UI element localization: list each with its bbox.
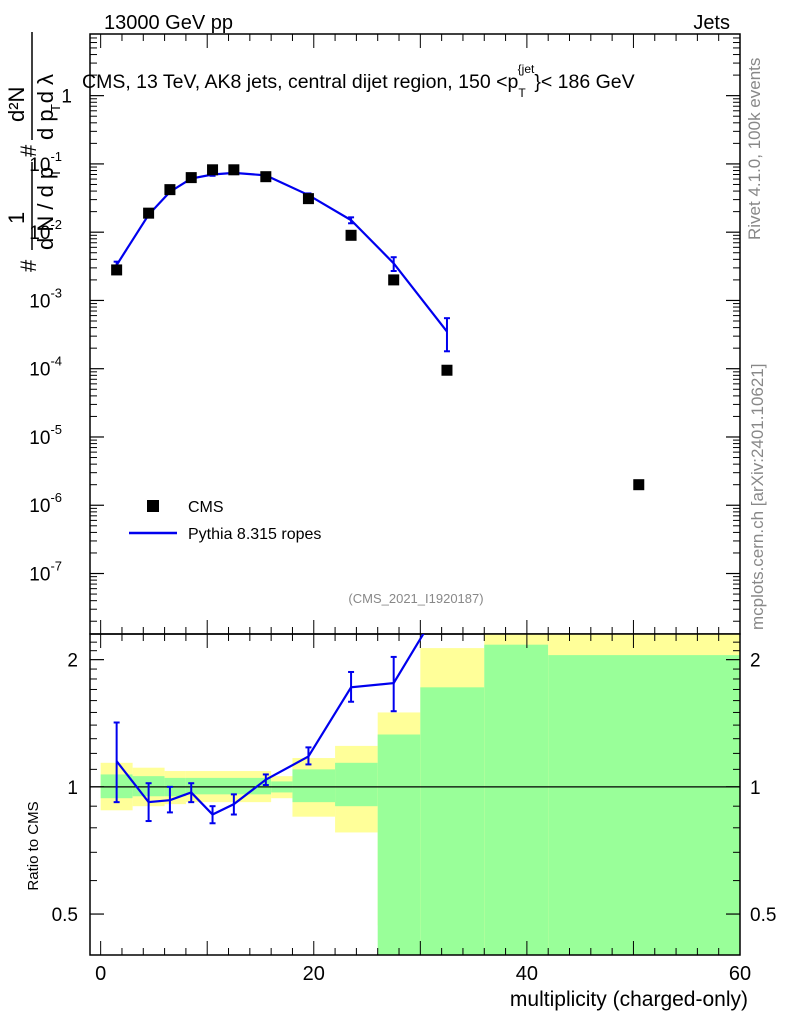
ratio-ytick-label: 1 bbox=[67, 778, 78, 799]
rivet-label: Rivet 4.1.0, 100k events bbox=[745, 58, 764, 240]
source-label: mcplots.cern.ch [arXiv:2401.10621] bbox=[748, 364, 767, 630]
legend-pythia-label: Pythia 8.315 ropes bbox=[188, 526, 321, 543]
upper-ytick-label: 10-2 bbox=[29, 217, 62, 244]
category-label: Jets bbox=[693, 12, 730, 34]
energy-label: 13000 GeV pp bbox=[104, 12, 233, 34]
cms-point bbox=[164, 184, 176, 196]
cms-point bbox=[302, 193, 314, 205]
ratio-band-inner bbox=[377, 734, 421, 955]
ratio-ytick-label: 2 bbox=[67, 651, 78, 672]
cms-point bbox=[441, 364, 453, 376]
ylabel-dn-dpt: d N / d p bbox=[33, 167, 58, 250]
xlabel: multiplicity (charged-only) bbox=[510, 988, 748, 1011]
upper-ylabel: # 1 d N / d p T # d²N d p d λ T bbox=[4, 32, 63, 272]
title-sup: {jet bbox=[518, 62, 535, 76]
ratio-panel: 0.5 0.51 12 20 20 40 60 bbox=[52, 633, 776, 985]
upper-ytick-label: 10-3 bbox=[29, 285, 62, 312]
ratio-band-inner bbox=[420, 687, 485, 955]
ylabel-t1: T bbox=[48, 169, 63, 177]
cms-point bbox=[228, 164, 240, 176]
cms-point bbox=[111, 264, 123, 276]
cms-point bbox=[207, 164, 219, 176]
upper-ytick-label: 10-6 bbox=[29, 490, 62, 517]
pythia-line bbox=[115, 171, 448, 333]
upper-panel: 10-7 10-6 10-5 10-4 10-3 10-2 10-1 1 bbox=[29, 33, 741, 635]
ylabel-d2n: d²N bbox=[4, 87, 29, 122]
upper-ytick-label: 10-1 bbox=[29, 149, 62, 176]
legend-cms-label: CMS bbox=[188, 499, 224, 516]
ratio-band-inner bbox=[484, 644, 549, 955]
ylabel-hash2: # bbox=[16, 144, 41, 157]
ratio-xtick-label: 0 bbox=[95, 963, 106, 985]
analysis-id: (CMS_2021_I1920187) bbox=[348, 591, 483, 606]
cms-point bbox=[143, 207, 155, 219]
upper-ytick-label: 10-4 bbox=[29, 354, 62, 381]
title-post: }< 186 GeV bbox=[534, 71, 634, 93]
lower-frame bbox=[89, 633, 741, 956]
title-pre: CMS, 13 TeV, AK8 jets, central dijet reg… bbox=[82, 71, 518, 93]
cms-point bbox=[388, 274, 400, 286]
ratio-xtick-label: 40 bbox=[516, 963, 538, 985]
ratio-ylabel: Ratio to CMS bbox=[25, 801, 42, 890]
cms-point bbox=[345, 229, 357, 241]
ratio-ytick-label-right: 1 bbox=[750, 778, 761, 799]
ratio-band-inner bbox=[292, 769, 336, 803]
ratio-xtick-label: 60 bbox=[729, 963, 751, 985]
ratio-band-inner bbox=[548, 655, 740, 955]
cms-point bbox=[633, 479, 645, 491]
ratio-band-inner bbox=[335, 762, 378, 807]
upper-ytick-label: 10-5 bbox=[29, 422, 62, 449]
upper-frame bbox=[89, 33, 741, 635]
ylabel-hash: # bbox=[16, 259, 41, 272]
upper-ytick-label: 10-7 bbox=[29, 559, 62, 586]
ratio-band-inner bbox=[185, 777, 272, 795]
ratio-ytick-label: 0.5 bbox=[52, 905, 78, 926]
cms-point bbox=[185, 172, 197, 184]
chart-title: CMS, 13 TeV, AK8 jets, central dijet reg… bbox=[82, 62, 635, 100]
ylabel-one: 1 bbox=[4, 212, 29, 224]
ratio-ytick-label-right: 2 bbox=[750, 651, 761, 672]
ratio-ytick-label-right: 0.5 bbox=[750, 905, 776, 926]
title-sub: T bbox=[518, 86, 526, 100]
ylabel-dpt-dl: d p d λ bbox=[33, 74, 58, 140]
legend: CMS Pythia 8.315 ropes bbox=[129, 499, 321, 543]
ylabel-t2: T bbox=[48, 104, 63, 112]
ratio-xtick-label: 20 bbox=[303, 963, 325, 985]
cms-point bbox=[260, 171, 272, 183]
legend-cms-marker bbox=[147, 500, 159, 512]
upper-ytick-label: 1 bbox=[61, 87, 72, 108]
